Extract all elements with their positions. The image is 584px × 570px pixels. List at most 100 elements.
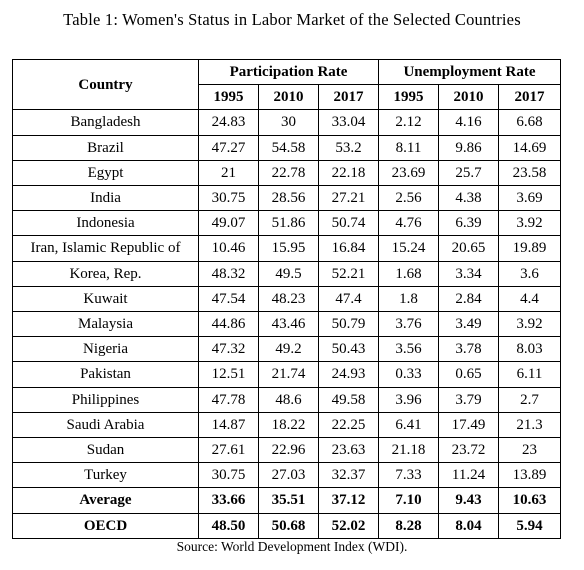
value-cell: 24.83 [198,109,259,136]
summary-row: OECD 48.50 50.68 52.02 8.28 8.04 5.94 [12,512,562,539]
value-cell: 48.6 [258,386,319,413]
value-cell: 47.4 [317,285,380,313]
value-cell: 50.43 [317,336,380,363]
country-cell: Average [12,487,199,514]
value-cell: 5.94 [498,512,562,539]
value-cell: 0.33 [378,361,440,388]
value-cell: 3.78 [438,336,500,363]
value-cell: 6.41 [378,411,440,439]
value-cell: 2.12 [378,109,440,136]
value-cell: 51.86 [258,210,319,237]
value-cell: 14.87 [198,411,259,439]
value-cell: 9.43 [438,487,500,514]
value-cell: 27.21 [317,185,380,212]
table-row: Egypt 21 22.78 22.18 23.69 25.7 23.58 [12,159,562,187]
table-row: Indonesia 49.07 51.86 50.74 4.76 6.39 3.92 [12,210,562,237]
table-row: Philippines 47.78 48.6 49.58 3.96 3.79 2.7 [12,386,562,413]
value-cell: 32.37 [317,462,380,489]
value-cell: 27.61 [198,437,259,464]
value-cell: 3.49 [438,311,500,338]
value-cell: 3.6 [498,260,562,287]
value-cell: 22.25 [317,411,380,439]
labor-market-table: Country Participation Rate Unemployment … [12,58,562,539]
value-cell: 47.32 [198,336,259,363]
value-cell: 14.69 [498,134,562,161]
value-cell: 23.69 [378,159,440,187]
table-row: Korea, Rep. 48.32 49.5 52.21 1.68 3.34 3.6 [12,260,562,287]
table-row: India 30.75 28.56 27.21 2.56 4.38 3.69 [12,185,562,212]
value-cell: 4.16 [438,109,500,136]
value-cell: 4.38 [438,185,500,212]
value-cell: 50.68 [258,512,319,539]
value-cell: 30 [258,109,319,136]
country-cell: Nigeria [12,336,199,363]
value-cell: 54.58 [258,134,319,161]
value-cell: 3.56 [378,336,440,363]
value-cell: 10.63 [498,487,562,514]
value-cell: 28.56 [258,185,319,212]
table-row: Iran, Islamic Republic of 10.46 15.95 16.84… [12,235,562,262]
value-cell: 3.34 [438,260,500,287]
value-cell: 33.04 [317,109,380,136]
value-cell: 6.68 [498,109,562,136]
value-cell: 48.23 [258,285,319,313]
value-cell: 7.33 [378,462,440,489]
value-cell: 43.46 [258,311,319,338]
table-row: Sudan 27.61 22.96 23.63 21.18 23.72 23 [12,437,562,464]
value-cell: 22.78 [258,159,319,187]
value-cell: 48.32 [198,260,259,287]
value-cell: 19.89 [498,235,562,262]
value-cell: 52.21 [317,260,380,287]
value-cell: 10.46 [198,235,259,262]
value-cell: 2.56 [378,185,440,212]
value-cell: 22.96 [258,437,319,464]
year-header: 2017 [498,84,562,111]
value-cell: 20.65 [438,235,500,262]
value-cell: 44.86 [198,311,259,338]
value-cell: 12.51 [198,361,259,388]
country-cell: Saudi Arabia [12,411,199,439]
table-row: Brazil 47.27 54.58 53.2 8.11 9.86 14.69 [12,134,562,161]
value-cell: 49.5 [258,260,319,287]
value-cell: 24.93 [317,361,380,388]
value-cell: 23.72 [438,437,500,464]
value-cell: 49.2 [258,336,319,363]
value-cell: 7.10 [378,487,440,514]
table-row: Kuwait 47.54 48.23 47.4 1.8 2.84 4.4 [12,285,562,313]
value-cell: 22.18 [317,159,380,187]
country-cell: Egypt [12,159,199,187]
value-cell: 8.04 [438,512,500,539]
value-cell: 6.39 [438,210,500,237]
value-cell: 9.86 [438,134,500,161]
value-cell: 21.74 [258,361,319,388]
year-header: 2010 [438,84,500,111]
value-cell: 3.92 [498,311,562,338]
country-cell: OECD [12,512,199,539]
value-cell: 52.02 [317,512,380,539]
value-cell: 48.50 [198,512,259,539]
table-row: Malaysia 44.86 43.46 50.79 3.76 3.49 3.92 [12,311,562,338]
value-cell: 2.7 [498,386,562,413]
table-row: Bangladesh 24.83 30 33.04 2.12 4.16 6.68 [12,109,562,136]
country-cell: Bangladesh [12,109,199,136]
value-cell: 21 [198,159,259,187]
value-cell: 49.07 [198,210,259,237]
value-cell: 1.8 [378,285,440,313]
value-cell: 21.3 [498,411,562,439]
value-cell: 30.75 [198,462,259,489]
value-cell: 18.22 [258,411,319,439]
summary-row: Average 33.66 35.51 37.12 7.10 9.43 10.63 [12,487,562,514]
value-cell: 4.76 [378,210,440,237]
value-cell: 3.69 [498,185,562,212]
table-row: Saudi Arabia 14.87 18.22 22.25 6.41 17.49 21.3 [12,411,562,439]
value-cell: 3.96 [378,386,440,413]
value-cell: 8.03 [498,336,562,363]
country-cell: Korea, Rep. [12,260,199,287]
value-cell: 47.27 [198,134,259,161]
value-cell: 4.4 [498,285,562,313]
value-cell: 23.58 [498,159,562,187]
value-cell: 21.18 [378,437,440,464]
country-cell: India [12,185,199,212]
value-cell: 15.24 [378,235,440,262]
year-header: 2017 [317,84,380,111]
